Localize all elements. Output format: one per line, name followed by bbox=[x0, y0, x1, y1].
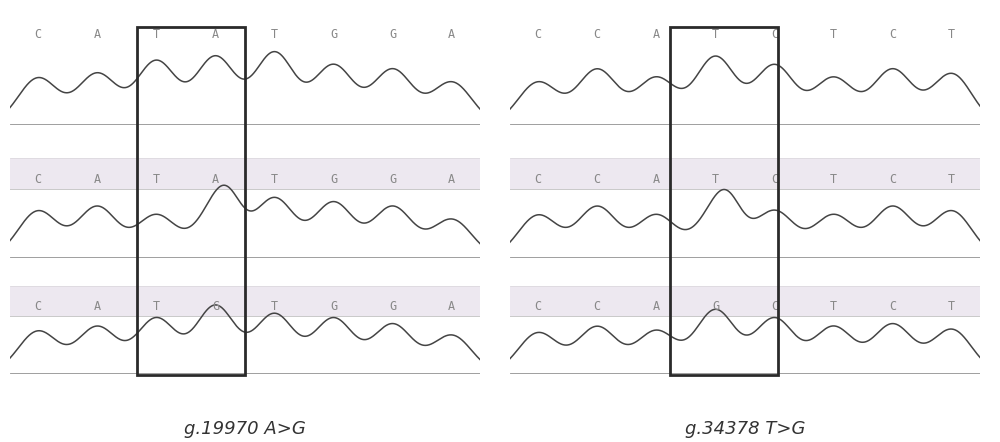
Text: T: T bbox=[830, 173, 837, 186]
Text: G: G bbox=[330, 28, 337, 41]
Text: G: G bbox=[389, 173, 396, 186]
Text: G: G bbox=[330, 300, 337, 313]
Text: C: C bbox=[594, 300, 601, 313]
Text: G: G bbox=[330, 173, 337, 186]
Text: C: C bbox=[594, 173, 601, 186]
Text: g.34378 T>G: g.34378 T>G bbox=[685, 419, 805, 438]
Text: C: C bbox=[771, 300, 778, 313]
Text: T: T bbox=[271, 28, 278, 41]
Text: g.19970 A>G: g.19970 A>G bbox=[184, 419, 306, 438]
Text: A: A bbox=[94, 300, 101, 313]
Text: C: C bbox=[771, 173, 778, 186]
Text: A: A bbox=[448, 300, 455, 313]
Bar bbox=[10, 158, 480, 189]
Text: A: A bbox=[653, 173, 660, 186]
Text: A: A bbox=[212, 28, 219, 41]
Bar bbox=[510, 286, 980, 316]
Text: C: C bbox=[35, 28, 42, 41]
Text: T: T bbox=[948, 300, 955, 313]
Text: T: T bbox=[712, 28, 719, 41]
Bar bbox=[670, 27, 778, 375]
Text: C: C bbox=[535, 28, 542, 41]
Text: T: T bbox=[830, 300, 837, 313]
Text: G: G bbox=[389, 28, 396, 41]
Text: T: T bbox=[271, 173, 278, 186]
Text: G: G bbox=[212, 300, 219, 313]
Text: A: A bbox=[448, 173, 455, 186]
Text: T: T bbox=[948, 28, 955, 41]
Text: C: C bbox=[535, 173, 542, 186]
Text: G: G bbox=[389, 300, 396, 313]
Text: A: A bbox=[653, 28, 660, 41]
Text: C: C bbox=[771, 28, 778, 41]
Text: T: T bbox=[153, 28, 160, 41]
Text: T: T bbox=[712, 173, 719, 186]
Text: A: A bbox=[448, 28, 455, 41]
Text: A: A bbox=[653, 300, 660, 313]
Text: T: T bbox=[830, 28, 837, 41]
Text: G: G bbox=[712, 300, 719, 313]
Text: A: A bbox=[212, 173, 219, 186]
Text: T: T bbox=[948, 173, 955, 186]
Text: T: T bbox=[153, 300, 160, 313]
Text: C: C bbox=[594, 28, 601, 41]
Text: T: T bbox=[153, 173, 160, 186]
Text: C: C bbox=[889, 300, 896, 313]
Bar bbox=[510, 158, 980, 189]
Text: C: C bbox=[35, 300, 42, 313]
Bar bbox=[137, 27, 245, 375]
Bar bbox=[10, 286, 480, 316]
Text: A: A bbox=[94, 28, 101, 41]
Text: C: C bbox=[535, 300, 542, 313]
Text: C: C bbox=[35, 173, 42, 186]
Text: T: T bbox=[271, 300, 278, 313]
Text: A: A bbox=[94, 173, 101, 186]
Text: C: C bbox=[889, 28, 896, 41]
Text: C: C bbox=[889, 173, 896, 186]
